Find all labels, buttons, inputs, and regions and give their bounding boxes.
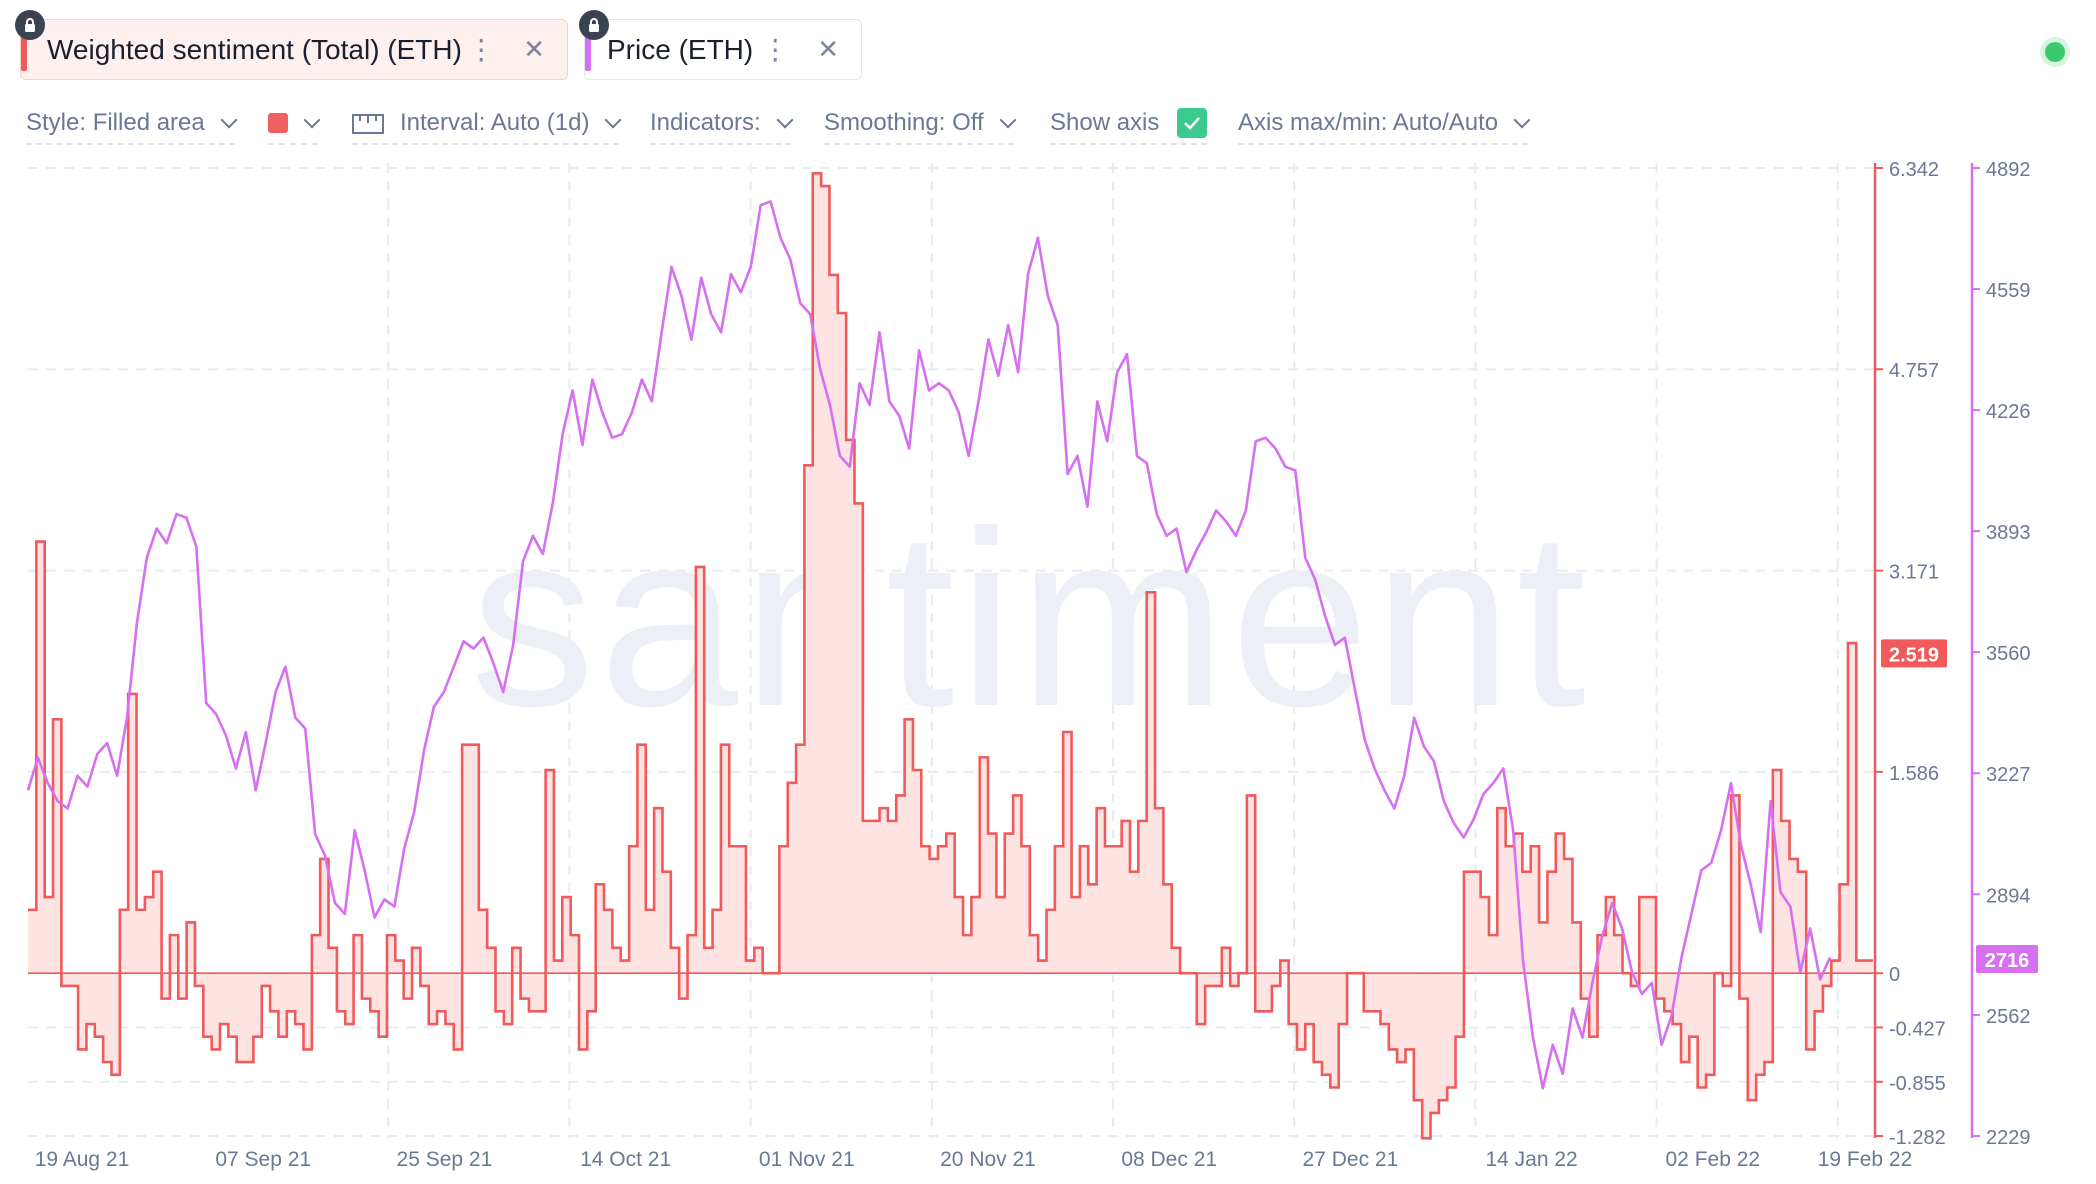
axis-maxmin-label: Axis max/min: Auto/Auto [1238, 109, 1499, 136]
sentiment-tick-label: -0.855 [1889, 1073, 1946, 1095]
checkbox-checked-icon[interactable] [1177, 108, 1208, 138]
sentiment-current-value: 2.519 [1889, 644, 1939, 666]
price-tick-label: 4892 [1986, 159, 2031, 181]
metric-label: Weighted sentiment (Total) (ETH) [47, 33, 462, 65]
chevron-down-icon [220, 111, 238, 129]
sentiment-area-fill [28, 173, 1873, 1139]
smoothing-dropdown[interactable]: Smoothing: Off [824, 103, 1017, 145]
chevron-down-icon [604, 111, 622, 129]
chevron-down-icon [999, 111, 1017, 129]
x-tick-label: 02 Feb 22 [1666, 1148, 1761, 1171]
x-tick-label: 20 Nov 21 [940, 1148, 1036, 1171]
more-options-icon[interactable]: ⋮ [467, 34, 496, 65]
x-tick-label: 14 Jan 22 [1485, 1148, 1577, 1171]
price-tick-label: 4226 [1986, 401, 2031, 423]
ruler-icon [352, 111, 384, 135]
metric-label: Price (ETH) [607, 33, 754, 65]
price-tick-label: 2229 [1986, 1127, 2031, 1149]
chevron-down-icon [303, 111, 321, 129]
close-icon[interactable]: ✕ [523, 34, 545, 64]
indicators-label: Indicators: [650, 109, 761, 136]
axis-maxmin-dropdown[interactable]: Axis max/min: Auto/Auto [1238, 103, 1531, 145]
series-color-bar [585, 30, 591, 71]
sentiment-tick-label: -0.427 [1889, 1018, 1946, 1040]
sentiment-tick-label: -1.282 [1889, 1127, 1946, 1149]
metric-chip-price[interactable]: Price (ETH) ⋮ ✕ [579, 10, 862, 80]
chevron-down-icon [776, 111, 794, 129]
style-label: Style: Filled area [26, 109, 205, 136]
interval-label: Interval: Auto (1d) [400, 109, 590, 136]
color-swatch [268, 113, 288, 133]
x-tick-label: 08 Dec 21 [1121, 1148, 1217, 1171]
indicators-dropdown[interactable]: Indicators: [650, 103, 794, 145]
series-color-bar [21, 30, 27, 71]
watermark: santiment [470, 479, 1590, 758]
close-icon[interactable]: ✕ [817, 34, 839, 64]
price-tick-label: 3893 [1986, 522, 2031, 544]
show-axis-label: Show axis [1050, 109, 1160, 136]
sentiment-line [28, 172, 1873, 1140]
price-line [26, 200, 1832, 1090]
sentiment-current-badge [1881, 639, 1947, 668]
x-tick-label: 19 Aug 21 [35, 1148, 130, 1171]
chevron-down-icon [1513, 111, 1531, 129]
sentiment-tick-label: 0 [1889, 964, 1900, 986]
price-current-value: 2716 [1985, 950, 2030, 972]
live-status-indicator [2045, 42, 2065, 62]
x-tick-label: 19 Feb 22 [1818, 1148, 1913, 1171]
chart-axes: 19 Aug 21 07 Sep 21 25 Sep 21 14 Oct 21 01 N… [35, 159, 2038, 1171]
price-tick-label: 3560 [1986, 643, 2031, 665]
x-tick-label: 01 Nov 21 [759, 1148, 855, 1171]
x-tick-label: 27 Dec 21 [1303, 1148, 1399, 1171]
sentiment-tick-label: 3.171 [1889, 562, 1939, 584]
x-tick-label: 14 Oct 21 [580, 1148, 671, 1171]
lock-icon [579, 10, 609, 40]
sentiment-tick-label: 6.342 [1889, 159, 1939, 181]
price-tick-label: 4559 [1986, 280, 2031, 302]
x-tick-label: 25 Sep 21 [397, 1148, 493, 1171]
color-picker[interactable] [268, 103, 321, 145]
more-options-icon[interactable]: ⋮ [761, 34, 790, 65]
price-tick-label: 2894 [1986, 885, 2031, 907]
chart-grid [28, 163, 1875, 1138]
smoothing-label: Smoothing: Off [824, 109, 984, 136]
sentiment-tick-label: 1.586 [1889, 763, 1939, 785]
price-tick-label: 3227 [1986, 764, 2031, 786]
metric-chip-sentiment[interactable]: Weighted sentiment (Total) (ETH) ⋮ ✕ [15, 10, 568, 80]
interval-dropdown[interactable]: Interval: Auto (1d) [352, 103, 622, 145]
style-dropdown[interactable]: Style: Filled area [26, 103, 238, 145]
sentiment-series [28, 172, 1875, 1140]
show-axis-toggle[interactable]: Show axis [1050, 103, 1208, 145]
lock-icon [15, 10, 45, 40]
price-tick-label: 2562 [1986, 1006, 2031, 1028]
price-series [26, 200, 1832, 1090]
x-tick-label: 07 Sep 21 [215, 1148, 311, 1171]
price-current-badge [1976, 944, 2038, 973]
sentiment-tick-label: 4.757 [1889, 360, 1939, 382]
